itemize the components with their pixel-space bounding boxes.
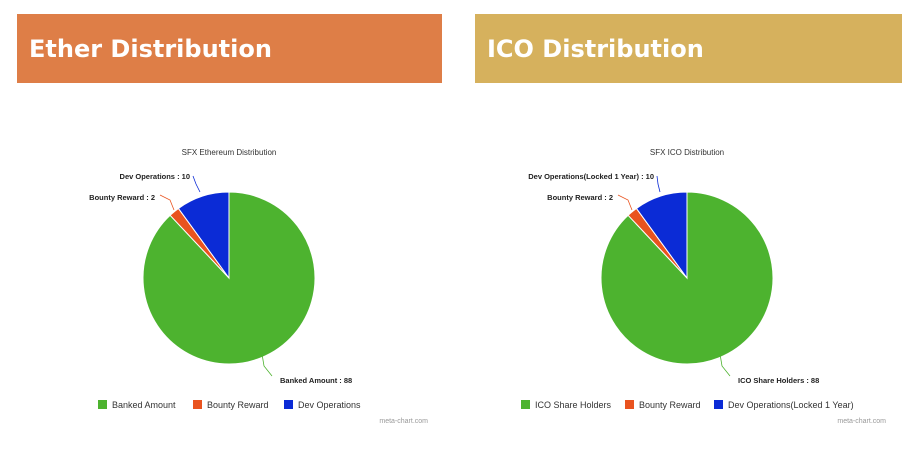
ico-distribution-title: ICO Distribution xyxy=(487,34,704,63)
chart-title: SFX ICO Distribution xyxy=(650,148,724,157)
data-label-bounty-reward: Bounty Reward : 2 xyxy=(89,193,155,202)
ether-distribution-banner: Ether Distribution xyxy=(17,14,442,83)
ico-distribution-banner: ICO Distribution xyxy=(475,14,902,83)
legend-item-dev-operations-locked-1-year[interactable]: Dev Operations(Locked 1 Year) xyxy=(714,400,854,410)
legend-label: Bounty Reward xyxy=(639,400,701,410)
chart-credit[interactable]: meta-chart.com xyxy=(379,418,428,425)
legend-swatch xyxy=(284,400,293,409)
chart-credit[interactable]: meta-chart.com xyxy=(837,418,886,425)
pie-slice-dev-operations-locked-1-year[interactable] xyxy=(635,191,688,280)
leader-line-ico-share-holders xyxy=(719,353,731,377)
legend-swatch xyxy=(193,400,202,409)
ico-pie-chart: SFX ICO Distribution ICO Share Holders : … xyxy=(521,148,886,425)
ico-pie-chart-panel: SFX ICO Distribution ICO Share Holders : … xyxy=(458,140,898,430)
data-label-dev-operations-locked-1-year: Dev Operations(Locked 1 Year) : 10 xyxy=(528,172,654,181)
legend-item-bounty-reward[interactable]: Bounty Reward xyxy=(625,400,701,410)
legend-swatch xyxy=(714,400,723,409)
ether-pie-chart-panel: SFX Ethereum Distribution Banked Amount :… xyxy=(0,140,440,430)
legend-label: Bounty Reward xyxy=(207,400,269,410)
chart-title: SFX Ethereum Distribution xyxy=(182,148,277,157)
ether-distribution-title: Ether Distribution xyxy=(29,34,272,63)
leader-line-bounty-reward xyxy=(159,194,175,211)
legend-item-bounty-reward[interactable]: Bounty Reward xyxy=(193,400,269,410)
data-label-dev-operations: Dev Operations : 10 xyxy=(120,172,190,181)
leader-line-bounty-reward xyxy=(617,194,633,211)
data-label-banked-amount: Banked Amount : 88 xyxy=(280,376,352,385)
leader-line-dev-operations xyxy=(192,175,201,193)
ether-pie-chart: SFX Ethereum Distribution Banked Amount :… xyxy=(89,148,428,425)
legend-item-banked-amount[interactable]: Banked Amount xyxy=(98,400,176,410)
legend-label: Dev Operations(Locked 1 Year) xyxy=(728,400,854,410)
data-label-ico-share-holders: ICO Share Holders : 88 xyxy=(738,376,819,385)
legend-label: ICO Share Holders xyxy=(535,400,612,410)
legend-label: Dev Operations xyxy=(298,400,361,410)
leader-line-dev-operations-locked-1-year xyxy=(656,175,661,193)
leader-line-banked-amount xyxy=(261,353,273,377)
legend-item-dev-operations[interactable]: Dev Operations xyxy=(284,400,361,410)
legend-item-ico-share-holders[interactable]: ICO Share Holders xyxy=(521,400,612,410)
data-label-bounty-reward: Bounty Reward : 2 xyxy=(547,193,613,202)
legend-swatch xyxy=(98,400,107,409)
legend-swatch xyxy=(625,400,634,409)
pie-slice-dev-operations[interactable] xyxy=(177,191,230,280)
legend-label: Banked Amount xyxy=(112,400,176,410)
legend-swatch xyxy=(521,400,530,409)
